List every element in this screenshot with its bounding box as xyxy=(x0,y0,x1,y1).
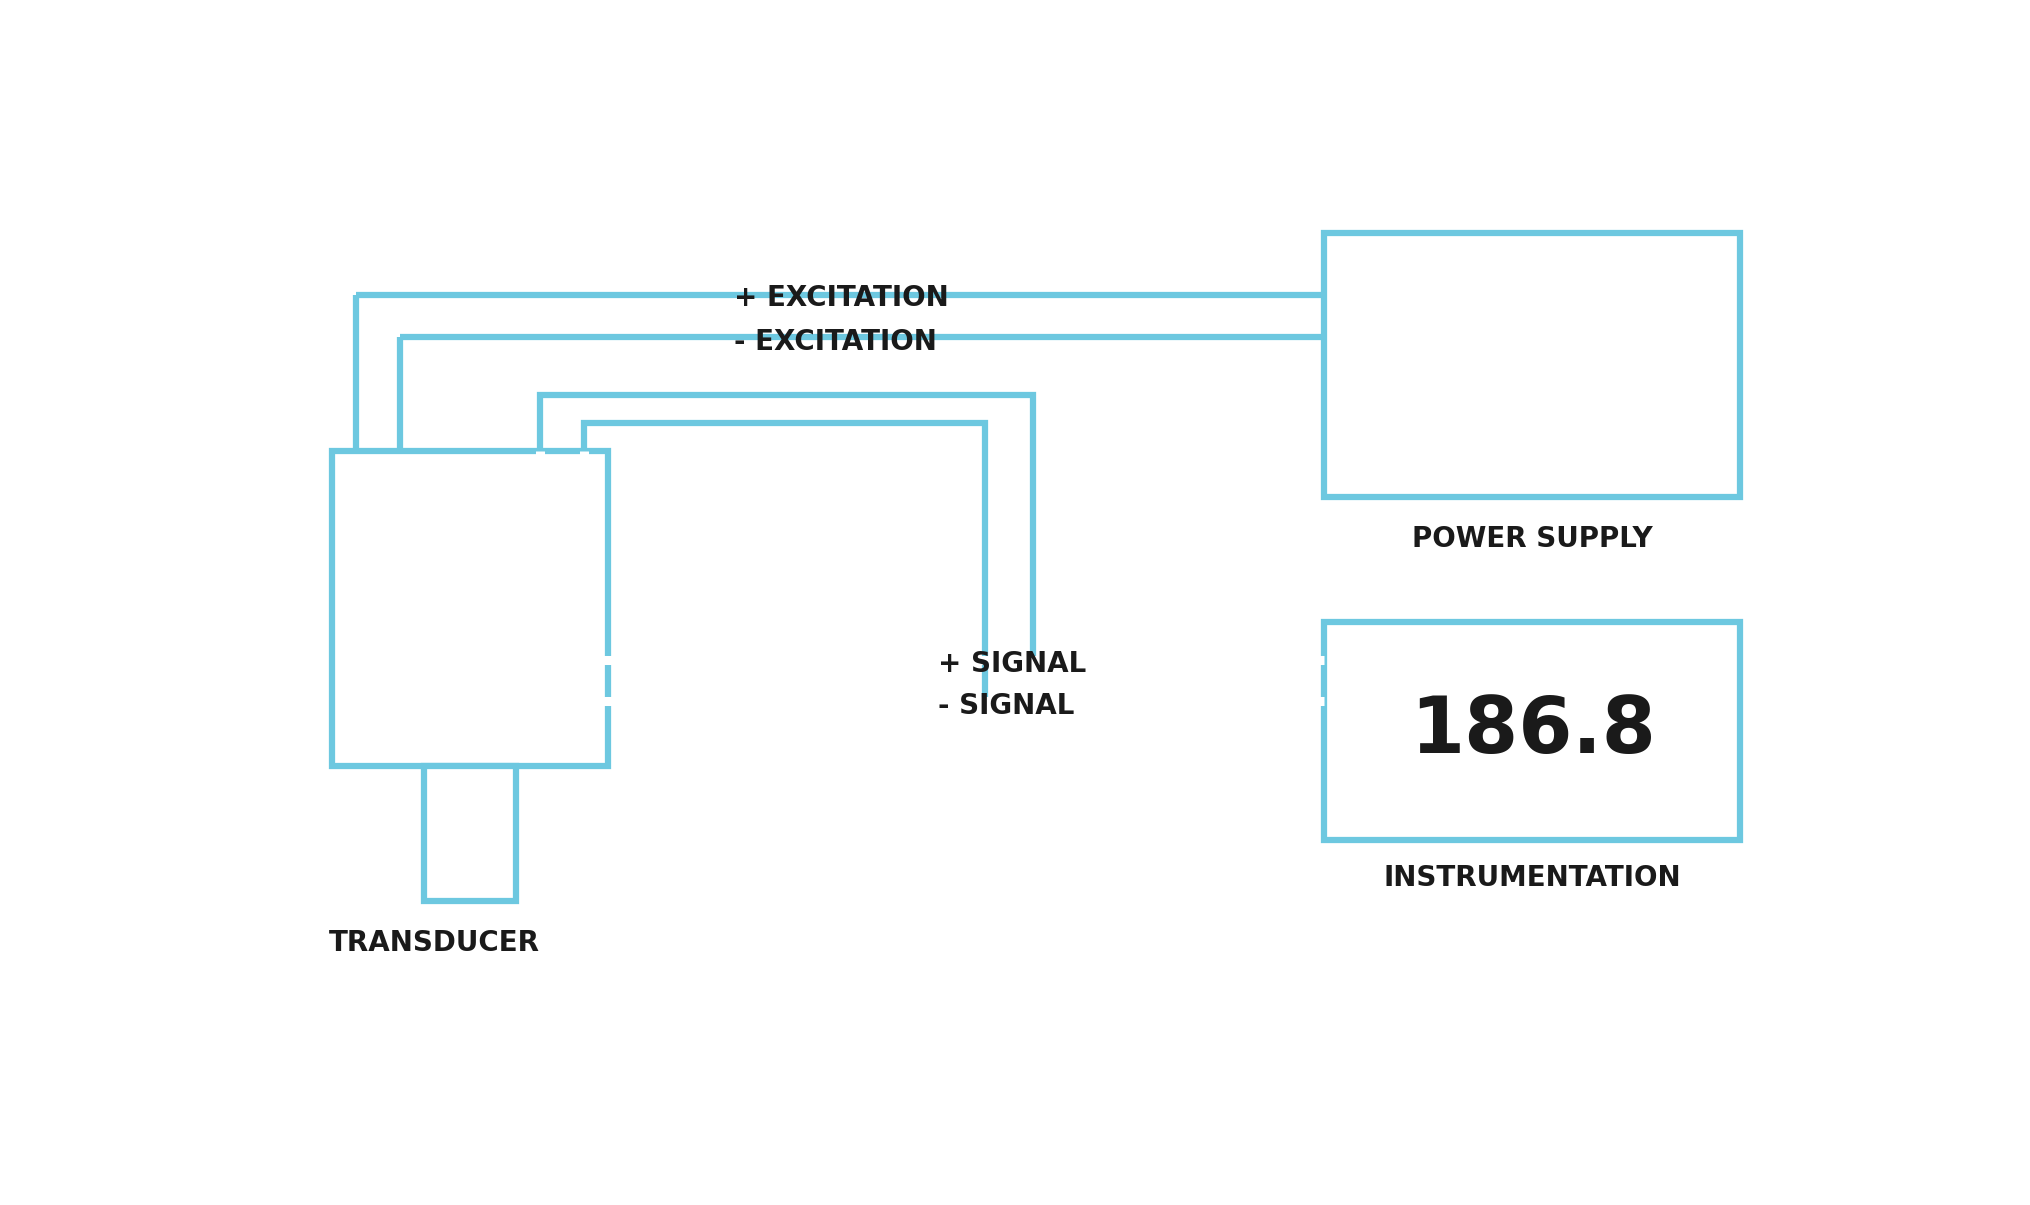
Text: - EXCITATION: - EXCITATION xyxy=(733,328,936,357)
Text: INSTRUMENTATION: INSTRUMENTATION xyxy=(1384,864,1681,892)
Text: TRANSDUCER: TRANSDUCER xyxy=(329,929,540,957)
Text: 186.8: 186.8 xyxy=(1411,693,1656,769)
Bar xyxy=(424,766,516,901)
Text: - SIGNAL: - SIGNAL xyxy=(938,692,1074,719)
Text: + EXCITATION: + EXCITATION xyxy=(733,283,948,312)
Bar xyxy=(333,451,607,766)
Text: POWER SUPPLY: POWER SUPPLY xyxy=(1413,525,1652,553)
Bar xyxy=(1324,623,1740,841)
Text: + SIGNAL: + SIGNAL xyxy=(938,651,1086,678)
Bar xyxy=(1324,233,1740,498)
